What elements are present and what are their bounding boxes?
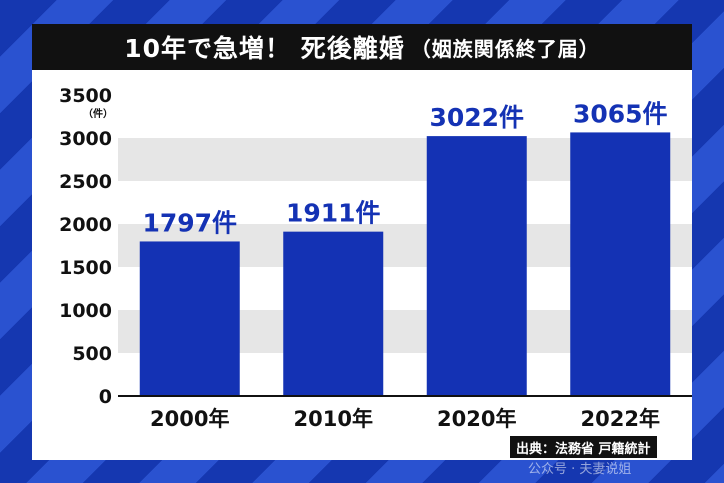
y-tick-label: 1500 (59, 257, 112, 279)
chart-subtitle: （姻族関係終了届） (410, 36, 600, 61)
y-tick-label: 1000 (59, 300, 112, 322)
x-tick-label: 2020年 (437, 407, 516, 431)
y-axis-unit: （件） (83, 107, 113, 120)
y-tick-label: 2500 (59, 171, 112, 193)
x-tick-label: 2000年 (150, 407, 229, 431)
y-tick-label: 0 (99, 386, 112, 408)
bar (426, 136, 527, 396)
y-tick-label: 3000 (59, 128, 112, 150)
data-labels: 1797件 1911件 3022件 3065件 (142, 99, 667, 237)
source-label: 出典：法務省 戸籍統計 (510, 436, 657, 458)
chart-title: 10年で急増！ 死後離婚 (124, 34, 405, 63)
data-label: 1911件 (286, 199, 381, 228)
x-axis-ticks: 2000年 2010年 2020年 2022年 (150, 407, 660, 431)
data-label: 3022件 (429, 103, 524, 132)
watermark: 公众号 · 夫妻说姐 (528, 462, 632, 477)
x-tick-label: 2010年 (294, 407, 373, 431)
y-tick-label: 500 (72, 343, 112, 365)
data-label: 3065件 (573, 99, 668, 128)
x-tick-label: 2022年 (581, 407, 660, 431)
bars (139, 132, 671, 396)
bar (570, 132, 671, 396)
y-tick-label: 3500 (59, 85, 112, 107)
data-label: 1797件 (142, 208, 237, 237)
bar (139, 241, 240, 396)
y-tick-label: 2000 (59, 214, 112, 236)
chart-title-bar: 10年で急増！ 死後離婚 （姻族関係終了届） (32, 24, 692, 70)
y-axis-ticks: 0 500 1000 1500 2000 2500 3000 3500 (59, 85, 112, 408)
bar (283, 231, 384, 396)
